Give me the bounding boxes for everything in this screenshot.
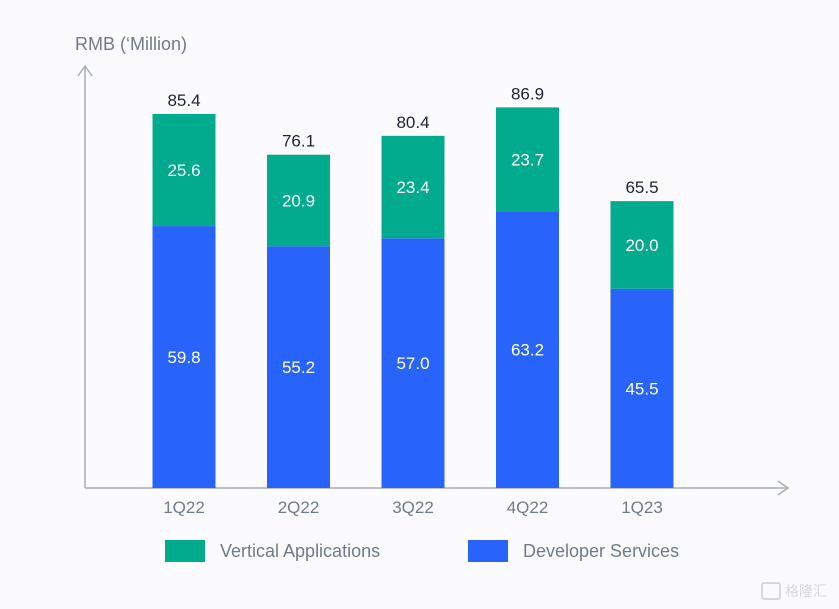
bar-vertical-applications — [610, 201, 674, 289]
y-axis-label: RMB (‘Million) — [75, 34, 187, 54]
legend-item-vertical-applications: Vertical Applications — [165, 540, 380, 562]
watermark-logo-icon — [761, 582, 781, 600]
total-label: 86.9 — [511, 84, 544, 103]
legend-swatch-vertical-applications — [165, 540, 205, 562]
bar-vertical-applications — [381, 135, 445, 239]
x-tick-label: 4Q22 — [507, 498, 549, 517]
bar-developer-services — [152, 226, 216, 489]
bar-vertical-applications — [496, 107, 559, 212]
bar-developer-services — [496, 211, 559, 488]
data-label: 45.5 — [625, 379, 658, 398]
legend-swatch-developer-services — [468, 540, 508, 562]
data-label: 25.6 — [167, 161, 200, 180]
total-label: 80.4 — [396, 113, 429, 132]
bar-developer-services — [610, 288, 674, 488]
data-label: 63.2 — [511, 341, 544, 360]
data-label: 57.0 — [396, 354, 429, 373]
data-label: 23.7 — [511, 150, 544, 169]
data-label: 20.9 — [282, 191, 315, 210]
x-axis-arrow-icon — [777, 480, 790, 496]
x-tick-label: 1Q23 — [621, 498, 663, 517]
data-label: 20.0 — [625, 236, 658, 255]
x-tick-label: 3Q22 — [392, 498, 434, 517]
watermark-text: 格隆汇 — [785, 583, 827, 599]
total-label: 85.4 — [167, 91, 200, 110]
bar-vertical-applications — [267, 154, 330, 247]
data-label: 23.4 — [396, 178, 429, 197]
y-axis-arrow-icon — [77, 64, 93, 77]
data-label: 55.2 — [282, 358, 315, 377]
legend-item-developer-services: Developer Services — [468, 540, 679, 562]
total-label: 65.5 — [625, 178, 658, 197]
watermark: 格隆汇 — [761, 581, 827, 601]
total-label: 76.1 — [282, 132, 315, 151]
data-label: 59.8 — [167, 348, 200, 367]
bar-developer-services — [381, 238, 445, 488]
x-tick-label: 2Q22 — [278, 498, 320, 517]
bar-developer-services — [267, 246, 330, 488]
legend-label: Developer Services — [523, 540, 680, 561]
x-tick-label: 1Q22 — [163, 498, 205, 517]
legend-label: Vertical Applications — [220, 540, 381, 561]
bar-vertical-applications — [152, 113, 216, 227]
